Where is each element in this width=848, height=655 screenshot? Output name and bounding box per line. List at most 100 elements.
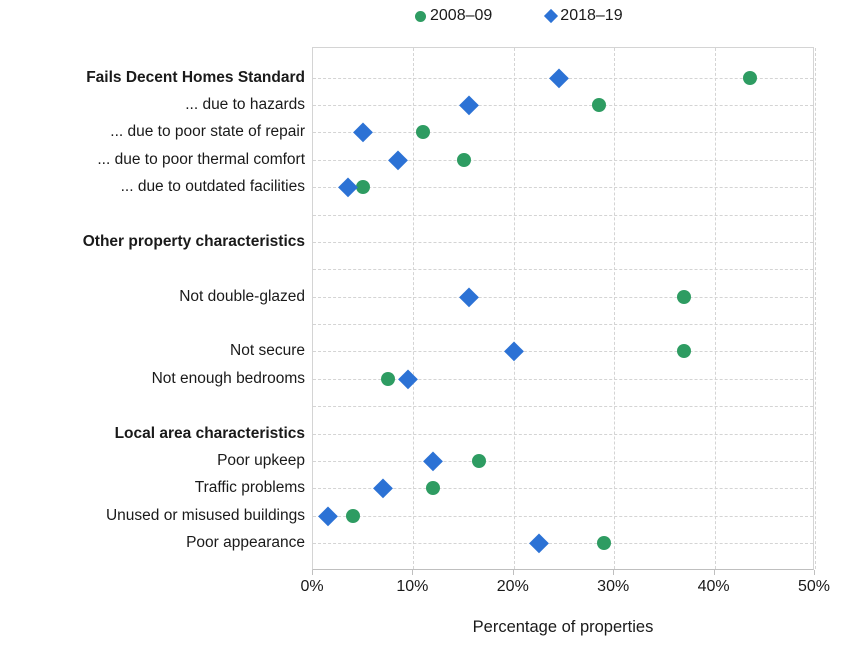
x-tick-label: 20% bbox=[496, 578, 529, 595]
legend-label: 2008–09 bbox=[430, 7, 493, 24]
data-point-diamond bbox=[338, 177, 358, 197]
data-point-circle bbox=[592, 98, 607, 113]
plot-rows bbox=[313, 64, 813, 557]
data-point-circle bbox=[356, 180, 371, 195]
data-point-circle bbox=[597, 536, 612, 551]
data-point-circle bbox=[677, 344, 692, 359]
x-tick-mark bbox=[814, 570, 815, 575]
x-tick-label: 0% bbox=[300, 578, 324, 595]
category-labels: Fails Decent Homes Standard ... due to ha… bbox=[6, 47, 305, 570]
category-label: Local area characteristics bbox=[114, 424, 305, 442]
legend-item: 2008–09 bbox=[415, 7, 492, 25]
data-point-diamond bbox=[459, 95, 479, 115]
data-point-circle bbox=[742, 70, 757, 85]
x-tick-label: 30% bbox=[597, 578, 630, 595]
plot-row bbox=[313, 502, 813, 529]
category-label: Not enough bedrooms bbox=[151, 369, 305, 387]
horizontal-gridline bbox=[313, 324, 813, 326]
data-point-circle bbox=[346, 508, 361, 523]
horizontal-gridline bbox=[313, 214, 813, 216]
data-point-circle bbox=[471, 453, 486, 468]
category-label: Other property characteristics bbox=[82, 232, 305, 250]
x-tick-mark bbox=[512, 570, 514, 575]
data-point-circle bbox=[381, 371, 396, 386]
category-label-empty bbox=[6, 256, 305, 283]
horizontal-gridline bbox=[313, 488, 813, 490]
horizontal-gridline bbox=[313, 187, 813, 189]
horizontal-gridline bbox=[313, 543, 813, 545]
data-point-diamond bbox=[549, 68, 569, 88]
category-label: ... due to outdated facilities bbox=[120, 178, 305, 196]
plot-row bbox=[313, 283, 813, 310]
category-label: Not secure bbox=[230, 342, 305, 360]
x-axis-title: Percentage of properties bbox=[472, 618, 654, 636]
legend-label: 2018–19 bbox=[560, 7, 623, 24]
plot-row bbox=[313, 447, 813, 474]
plot-row bbox=[313, 420, 813, 447]
vertical-gridline bbox=[413, 48, 415, 569]
legend-diamond-icon bbox=[544, 8, 559, 24]
x-tick-mark bbox=[613, 570, 615, 575]
data-point-diamond bbox=[529, 533, 549, 553]
chart-legend: 2008–09 2018–19 bbox=[415, 7, 623, 25]
data-point-diamond bbox=[353, 122, 373, 142]
category-label: ... due to hazards bbox=[185, 96, 305, 114]
data-point-circle bbox=[426, 481, 441, 496]
x-tick-mark bbox=[412, 570, 414, 575]
category-label: Traffic problems bbox=[194, 479, 305, 497]
vertical-gridline bbox=[513, 48, 515, 569]
plot-row bbox=[313, 146, 813, 173]
horizontal-gridline bbox=[313, 378, 813, 380]
plot-row bbox=[313, 174, 813, 201]
data-point-diamond bbox=[373, 478, 393, 498]
plot-row bbox=[313, 91, 813, 118]
data-point-circle bbox=[456, 152, 471, 167]
data-point-circle bbox=[677, 289, 692, 304]
legend-item: 2018–19 bbox=[544, 7, 623, 25]
plot-row bbox=[313, 393, 813, 420]
horizontal-gridline bbox=[313, 433, 813, 435]
x-tick-mark bbox=[713, 570, 715, 575]
category-label: Poor upkeep bbox=[217, 451, 305, 469]
horizontal-gridline bbox=[313, 406, 813, 408]
plot-row bbox=[313, 475, 813, 502]
plot-row bbox=[313, 338, 813, 365]
horizontal-gridline bbox=[313, 460, 813, 462]
plot-row bbox=[313, 529, 813, 556]
data-point-diamond bbox=[459, 287, 479, 307]
category-label: Not double-glazed bbox=[179, 287, 305, 305]
category-label: Unused or misused buildings bbox=[105, 506, 305, 524]
plot-row bbox=[313, 228, 813, 255]
data-point-diamond bbox=[318, 506, 338, 526]
category-label: Fails Decent Homes Standard bbox=[86, 68, 305, 86]
category-label: Poor appearance bbox=[186, 534, 305, 552]
horizontal-gridline bbox=[313, 515, 813, 517]
plot-row bbox=[313, 201, 813, 228]
horizontal-gridline bbox=[313, 241, 813, 243]
x-tick-mark bbox=[312, 570, 313, 575]
horizontal-gridline bbox=[313, 351, 813, 353]
horizontal-gridline bbox=[313, 159, 813, 161]
x-axis: 0% 10% 20% 30% 40% 50% bbox=[300, 570, 830, 610]
data-point-diamond bbox=[423, 451, 444, 471]
horizontal-gridline bbox=[313, 105, 813, 107]
data-point-diamond bbox=[398, 369, 418, 389]
legend-circle-icon bbox=[415, 10, 426, 22]
category-label-empty bbox=[6, 201, 305, 228]
horizontal-gridline bbox=[313, 132, 813, 134]
plot-area bbox=[312, 47, 816, 570]
category-label-empty bbox=[6, 393, 305, 420]
plot-row bbox=[313, 310, 813, 337]
category-label: ... due to poor thermal comfort bbox=[97, 150, 305, 168]
plot-row bbox=[313, 119, 813, 146]
data-point-circle bbox=[416, 125, 431, 140]
horizontal-gridline bbox=[313, 269, 813, 271]
category-label-empty bbox=[6, 310, 305, 337]
data-point-diamond bbox=[388, 150, 408, 170]
x-tick-label: 50% bbox=[797, 578, 831, 595]
vertical-gridline bbox=[714, 48, 716, 569]
data-point-diamond bbox=[504, 341, 524, 361]
x-tick-label: 10% bbox=[396, 578, 429, 595]
x-tick-label: 40% bbox=[697, 578, 730, 595]
